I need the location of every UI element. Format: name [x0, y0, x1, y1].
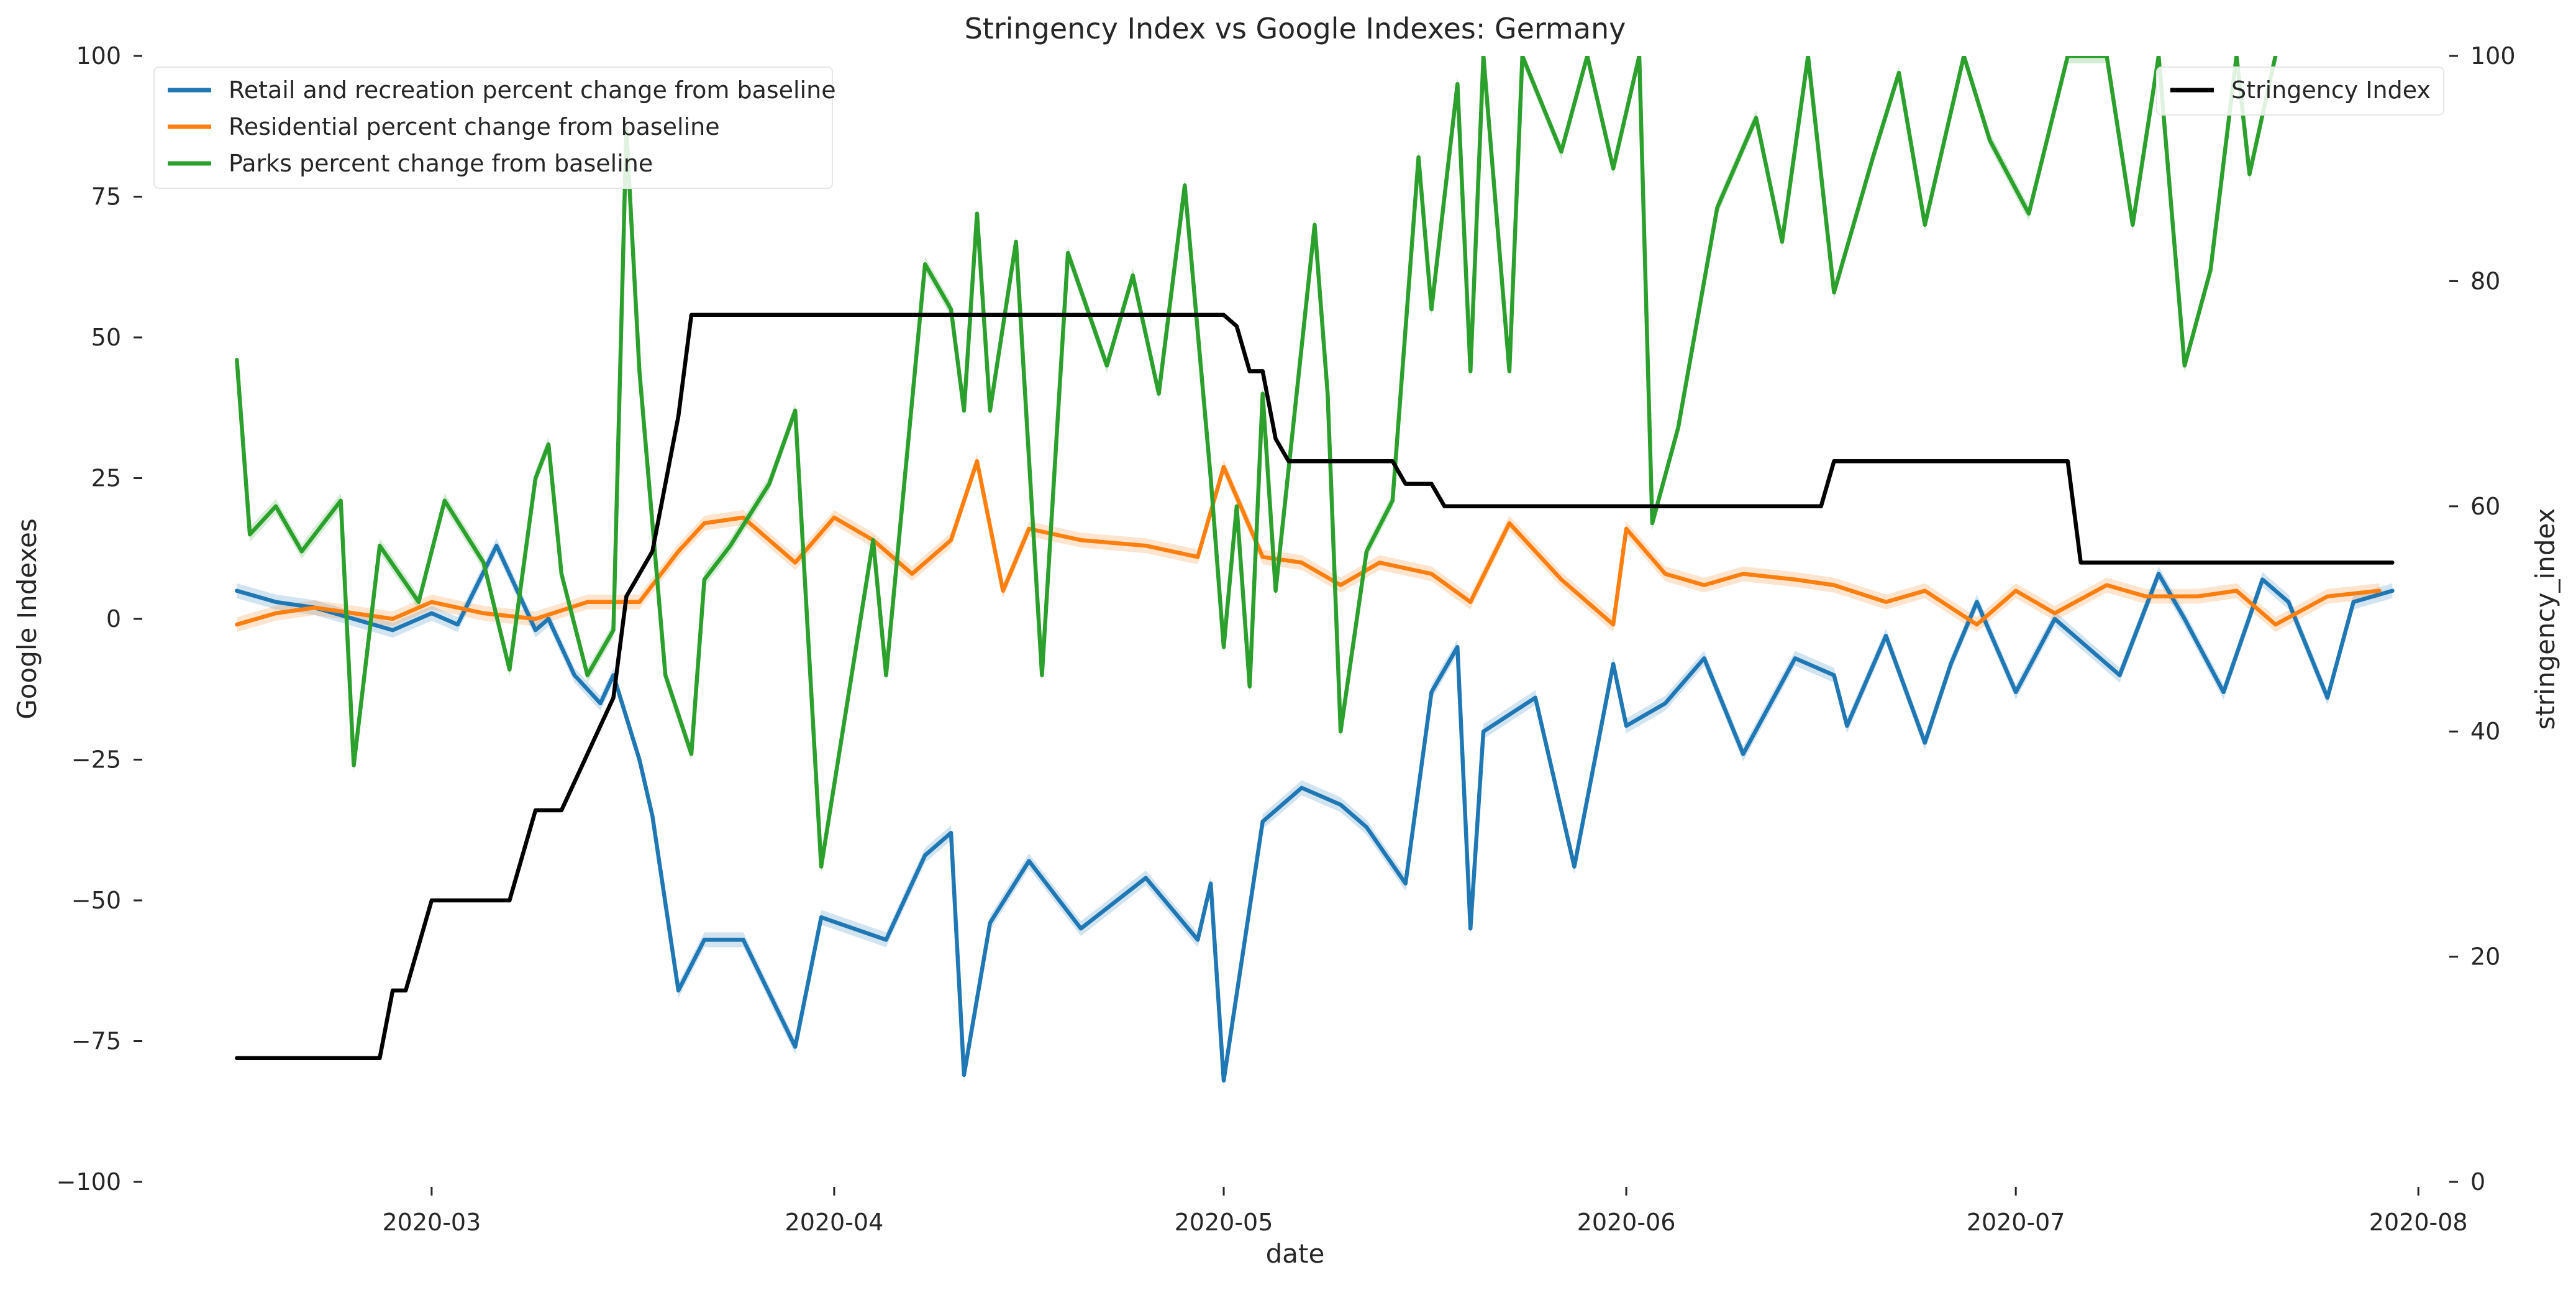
series-band-0: [237, 538, 2393, 1088]
legend-google: Retail and recreation percent change fro…: [153, 66, 836, 189]
y-left-tick-label: 100: [76, 42, 121, 70]
y-axis-right-label: stringency_index: [2530, 508, 2560, 730]
y-right-tick-label: 0: [2470, 1168, 2485, 1196]
legend-label: Residential percent change from baseline: [229, 113, 720, 140]
series-line-0: [235, 543, 2395, 1083]
series-lines: [235, 56, 2395, 1083]
x-tick-label: 2020-04: [785, 1209, 884, 1236]
y-axis-left-label: Google Indexes: [12, 518, 42, 720]
y-left-tick-label: 25: [91, 465, 121, 492]
x-tick-label: 2020-08: [2369, 1209, 2468, 1236]
y-left-tick-label: 50: [91, 324, 121, 351]
y-left-tick-label: 75: [91, 183, 121, 211]
legend-label: Retail and recreation percent change fro…: [229, 76, 836, 104]
y-left-tick-label: −50: [71, 887, 121, 914]
series-line-2: [235, 56, 2278, 869]
x-tick-label: 2020-07: [1967, 1209, 2065, 1236]
x-tick-label: 2020-05: [1175, 1209, 1273, 1236]
y-right-tick-label: 100: [2470, 42, 2516, 70]
y-right-tick-label: 20: [2470, 943, 2500, 971]
y-right-tick-label: 40: [2470, 718, 2500, 745]
legend-box: [153, 66, 833, 189]
series-line-3: [235, 313, 2395, 1060]
y-right-tick-label: 80: [2470, 267, 2500, 295]
legend-stringency: Stringency Index: [2156, 66, 2444, 116]
y-right-tick-label: 60: [2470, 493, 2500, 520]
legend-box: [2156, 66, 2444, 116]
y-left-tick-label: 0: [106, 605, 121, 633]
y-left-tick-label: −75: [71, 1028, 121, 1055]
y-left-tick-label: −100: [57, 1168, 121, 1196]
chart-title: Stringency Index vs Google Indexes: Germ…: [965, 12, 1626, 45]
axis-ticks: −100 −75 −50 −25 0 25 50 75 100 0 20 40 60 80 100 2020-…: [57, 42, 2516, 1236]
legend-label: Parks percent change from baseline: [229, 150, 653, 177]
legend-label: Stringency Index: [2231, 76, 2431, 104]
x-axis-label: date: [1266, 1238, 1325, 1269]
x-tick-label: 2020-03: [382, 1209, 481, 1236]
y-left-tick-label: −25: [71, 746, 121, 774]
x-tick-label: 2020-06: [1577, 1209, 1676, 1236]
